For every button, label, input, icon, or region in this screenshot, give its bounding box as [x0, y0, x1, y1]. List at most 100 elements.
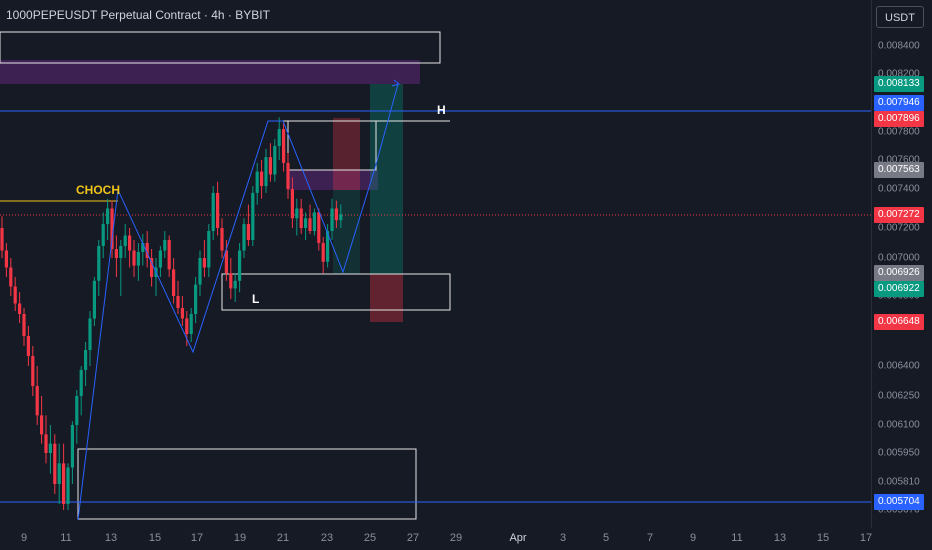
candle-body: [92, 280, 96, 319]
date-tick-label: 13: [773, 532, 787, 544]
candle-body: [334, 208, 338, 221]
date-tick-label: 15: [816, 532, 830, 544]
symbol-title: 1000PEPEUSDT Perpetual Contract · 4h · B…: [6, 8, 270, 22]
price-tick-label: 0.005670: [878, 504, 920, 516]
date-tick-label: 29: [449, 532, 463, 544]
price-marker-label: 0.005704: [874, 494, 924, 510]
price-marker-label: 0.007946: [874, 95, 924, 111]
choch-label: CHOCH: [76, 183, 120, 197]
price-chart[interactable]: [0, 0, 871, 528]
candle-body: [88, 318, 92, 350]
date-tick-label: 17: [190, 532, 204, 544]
upper-range-box: [0, 31, 441, 64]
date-tick-label: 17: [859, 532, 873, 544]
candle-body: [31, 356, 35, 386]
swing-high-label: H: [437, 103, 446, 117]
candle-body: [150, 258, 154, 277]
candle-body: [277, 129, 281, 146]
candle-body: [35, 386, 39, 416]
candle-body: [158, 250, 162, 268]
price-tick-label: 0.006250: [878, 390, 920, 402]
candle-body: [44, 434, 48, 453]
candle-body: [84, 350, 88, 370]
price-tick-label: 0.008400: [878, 40, 920, 52]
candle-body: [22, 314, 26, 336]
candle-body: [299, 208, 303, 228]
price-marker-label: 0.006922: [874, 281, 924, 297]
candle-body: [220, 228, 224, 251]
candle-body: [233, 280, 237, 289]
candle-body: [207, 231, 211, 268]
demand-box: [221, 273, 451, 311]
candle-body: [101, 224, 105, 246]
candle-body: [312, 212, 316, 231]
candle-body: [189, 314, 193, 334]
supply-zone: [0, 60, 420, 84]
candle-body: [163, 240, 167, 251]
candle-body: [282, 129, 286, 163]
candle-body: [26, 336, 30, 356]
candle-body: [229, 273, 233, 289]
candle-body: [224, 250, 228, 274]
candle-body: [198, 258, 202, 285]
date-tick-label: 3: [559, 532, 567, 544]
lower-range-box: [77, 448, 417, 520]
candle-body: [132, 250, 136, 266]
date-tick-label: 9: [20, 532, 28, 544]
candle-body: [4, 250, 8, 268]
date-tick-label: 19: [233, 532, 247, 544]
candle-body: [66, 467, 70, 504]
price-tick-label: 0.005950: [878, 447, 920, 459]
price-marker-label: 0.006648: [874, 314, 924, 330]
candle-body: [176, 296, 180, 308]
candle-body: [48, 443, 52, 453]
candle-body: [141, 243, 145, 252]
short-stop-zone: [333, 118, 360, 190]
candle-body: [308, 218, 312, 231]
candle-body: [255, 171, 259, 193]
price-marker-label: 0.008133: [874, 76, 924, 92]
candle-body: [211, 192, 215, 231]
candle-body: [290, 189, 294, 219]
candle-body: [202, 258, 206, 268]
date-tick-label: 23: [320, 532, 334, 544]
currency-unit-button[interactable]: USDT: [876, 6, 924, 28]
candle-body: [180, 308, 184, 319]
price-tick-label: 0.007400: [878, 183, 920, 195]
candle-body: [123, 235, 127, 246]
candle-body: [326, 231, 330, 262]
date-tick-label: 21: [276, 532, 290, 544]
candle-body: [167, 240, 171, 270]
candle-body: [216, 192, 220, 228]
candle-body: [18, 303, 22, 314]
candle-body: [0, 228, 4, 251]
candle-body: [286, 162, 290, 189]
candle-body: [246, 224, 250, 240]
price-tick-label: 0.008200: [878, 68, 920, 80]
candle-body: [264, 157, 268, 187]
date-tick-label: Apr: [509, 532, 527, 544]
candle-body: [53, 443, 57, 484]
candle-body: [9, 267, 13, 287]
arrow-head: [391, 79, 401, 87]
swing-low-label: L: [252, 292, 260, 306]
candle-body: [304, 218, 308, 228]
zigzag-path: [77, 83, 399, 521]
candle-body: [172, 269, 176, 296]
candle-body: [317, 212, 321, 243]
price-tick-label: 0.005810: [878, 476, 920, 488]
date-tick-label: 25: [363, 532, 377, 544]
price-marker-label: 0.007563: [874, 162, 924, 178]
candle-body: [106, 208, 110, 225]
price-tick-label: 0.006400: [878, 360, 920, 372]
date-tick-label: 11: [60, 532, 72, 544]
price-marker-label: 0.006926: [874, 265, 924, 281]
long-stop-zone: [370, 274, 403, 322]
candle-body: [128, 235, 132, 251]
candle-body: [75, 396, 79, 425]
price-marker-label: 0.007896: [874, 111, 924, 127]
date-tick-label: 15: [148, 532, 162, 544]
candle-body: [251, 192, 255, 240]
candle-body: [268, 157, 272, 175]
date-tick-label: 13: [104, 532, 118, 544]
